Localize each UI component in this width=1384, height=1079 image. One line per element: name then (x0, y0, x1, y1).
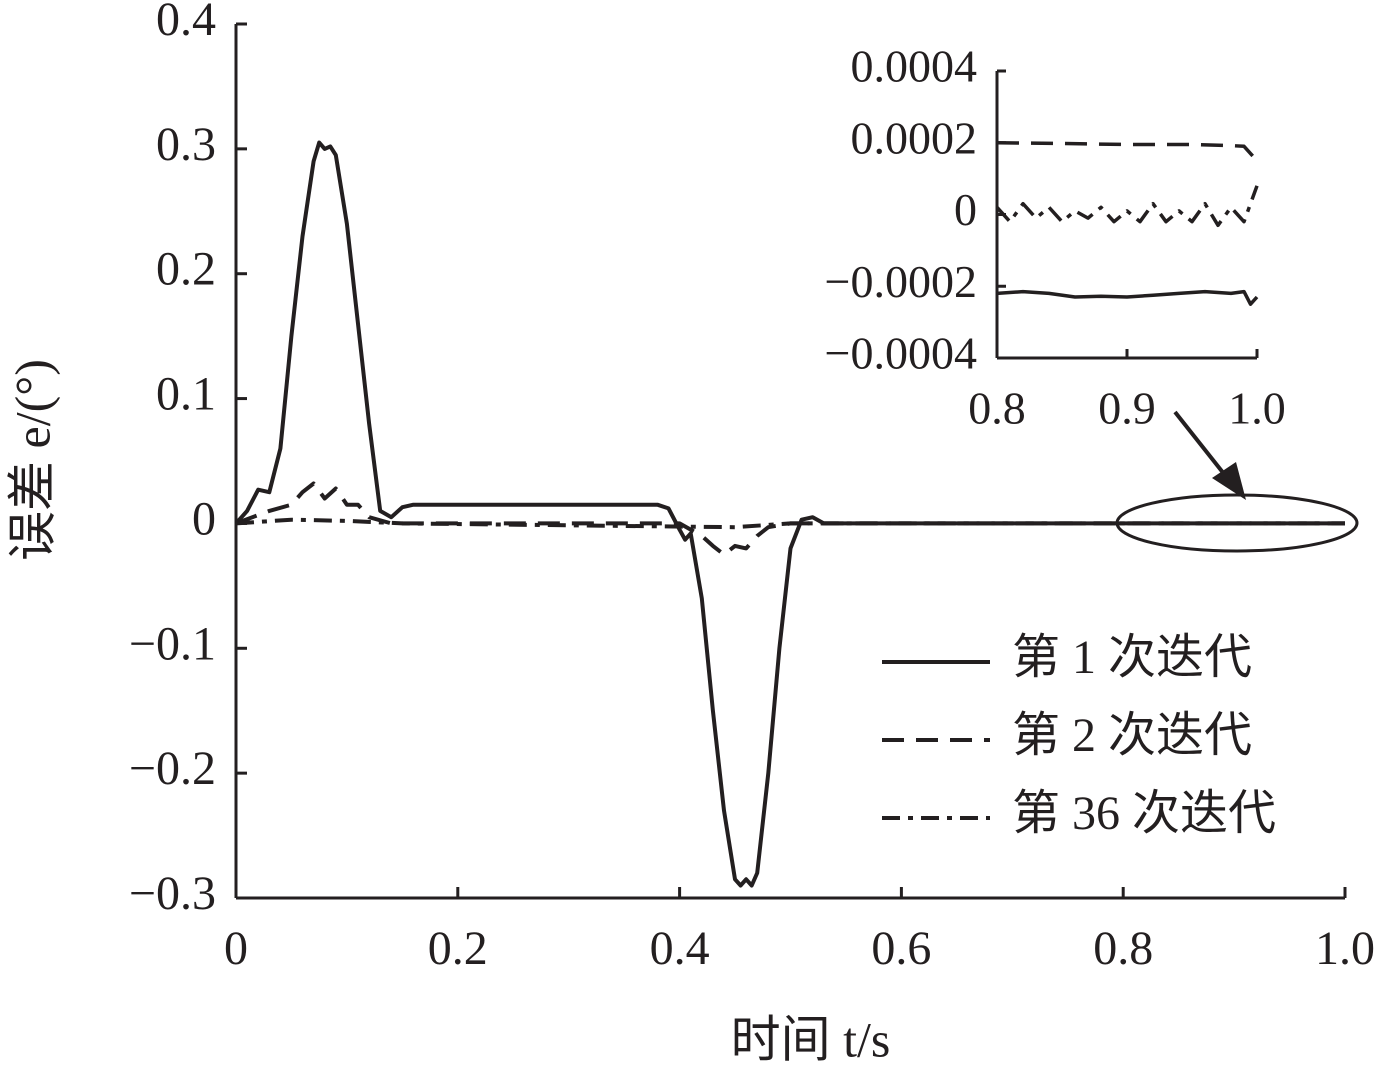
y-tick-label: −0.1 (129, 617, 216, 670)
y-tick-label: 0.0002 (851, 112, 978, 163)
y-tick-label: 0.3 (156, 118, 216, 171)
x-tick-label: 0.4 (650, 922, 710, 975)
x-tick-label: 0.8 (1093, 922, 1153, 975)
arrow-head (1212, 462, 1246, 500)
y-tick-label: −0.3 (129, 867, 216, 920)
x-tick-label: 0.9 (1098, 383, 1156, 434)
y-tick-label: 0 (954, 184, 977, 235)
series-line (235, 517, 1345, 530)
y-tick-label: 0.4 (156, 0, 216, 46)
x-tick-label: 1.0 (1228, 383, 1286, 434)
legend-label: 第 36 次迭代 (1012, 787, 1276, 840)
series-line (234, 140, 1345, 888)
y-tick-label: −0.0004 (825, 328, 977, 379)
x-tick-label: 1.0 (1315, 922, 1375, 975)
legend-label: 第 2 次迭代 (1012, 709, 1252, 762)
y-tick-label: −0.2 (129, 742, 216, 795)
x-tick-label: 0 (224, 922, 248, 975)
series-line (995, 185, 1259, 228)
x-tick-label: 0.6 (871, 922, 931, 975)
series-line (235, 481, 1345, 557)
y-tick-label: 0.1 (156, 368, 216, 421)
legend-label: 第 1 次迭代 (1012, 631, 1252, 684)
series-line (996, 141, 1259, 162)
y-tick-label: 0.2 (156, 243, 216, 296)
y-tick-label: 0.0004 (851, 41, 978, 92)
x-axis-label: 时间 t/s (731, 1011, 891, 1067)
y-tick-label: −0.0002 (825, 256, 977, 307)
y-axis-label: 误差 e/(°) (4, 359, 60, 561)
y-tick-label: 0 (192, 492, 216, 545)
x-tick-label: 0.2 (428, 922, 488, 975)
series-line (996, 289, 1259, 306)
x-tick-label: 0.8 (968, 383, 1026, 434)
